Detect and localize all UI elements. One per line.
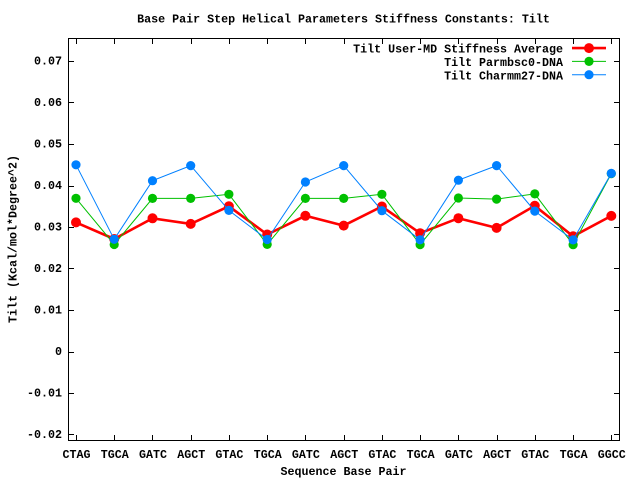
svg-text:Tilt User-MD Stiffness Average: Tilt User-MD Stiffness Average — [353, 43, 563, 57]
svg-text:CTAG: CTAG — [63, 448, 91, 462]
svg-text:Tilt Parmbsc0-DNA: Tilt Parmbsc0-DNA — [444, 56, 563, 70]
svg-text:Tilt Charmm27-DNA: Tilt Charmm27-DNA — [444, 69, 563, 83]
svg-text:0: 0 — [55, 345, 62, 359]
svg-text:TGCA: TGCA — [101, 448, 129, 462]
svg-text:0.06: 0.06 — [34, 96, 62, 110]
svg-text:Tilt (Kcal/mol*Degree^2): Tilt (Kcal/mol*Degree^2) — [6, 155, 20, 323]
svg-text:0.07: 0.07 — [34, 55, 62, 69]
svg-text:AGCT: AGCT — [483, 448, 511, 462]
svg-text:GTAC: GTAC — [368, 448, 396, 462]
svg-text:0.03: 0.03 — [34, 221, 62, 235]
svg-text:Sequence Base Pair: Sequence Base Pair — [281, 465, 407, 479]
svg-text:GTAC: GTAC — [215, 448, 243, 462]
svg-text:TGCA: TGCA — [254, 448, 282, 462]
svg-text:0.02: 0.02 — [34, 262, 62, 276]
svg-text:GTAC: GTAC — [521, 448, 549, 462]
svg-text:0.01: 0.01 — [34, 304, 62, 318]
svg-text:GATC: GATC — [139, 448, 167, 462]
svg-text:GGCC: GGCC — [598, 448, 626, 462]
svg-text:-0.02: -0.02 — [27, 428, 62, 442]
svg-text:TGCA: TGCA — [407, 448, 435, 462]
svg-text:AGCT: AGCT — [177, 448, 205, 462]
svg-text:GATC: GATC — [292, 448, 320, 462]
svg-text:GATC: GATC — [445, 448, 473, 462]
svg-text:Base Pair Step Helical Paramet: Base Pair Step Helical Parameters Stiffn… — [137, 13, 550, 27]
svg-text:AGCT: AGCT — [330, 448, 358, 462]
svg-text:0.04: 0.04 — [34, 179, 62, 193]
svg-text:TGCA: TGCA — [560, 448, 588, 462]
svg-text:-0.01: -0.01 — [27, 387, 62, 401]
svg-text:0.05: 0.05 — [34, 138, 62, 152]
